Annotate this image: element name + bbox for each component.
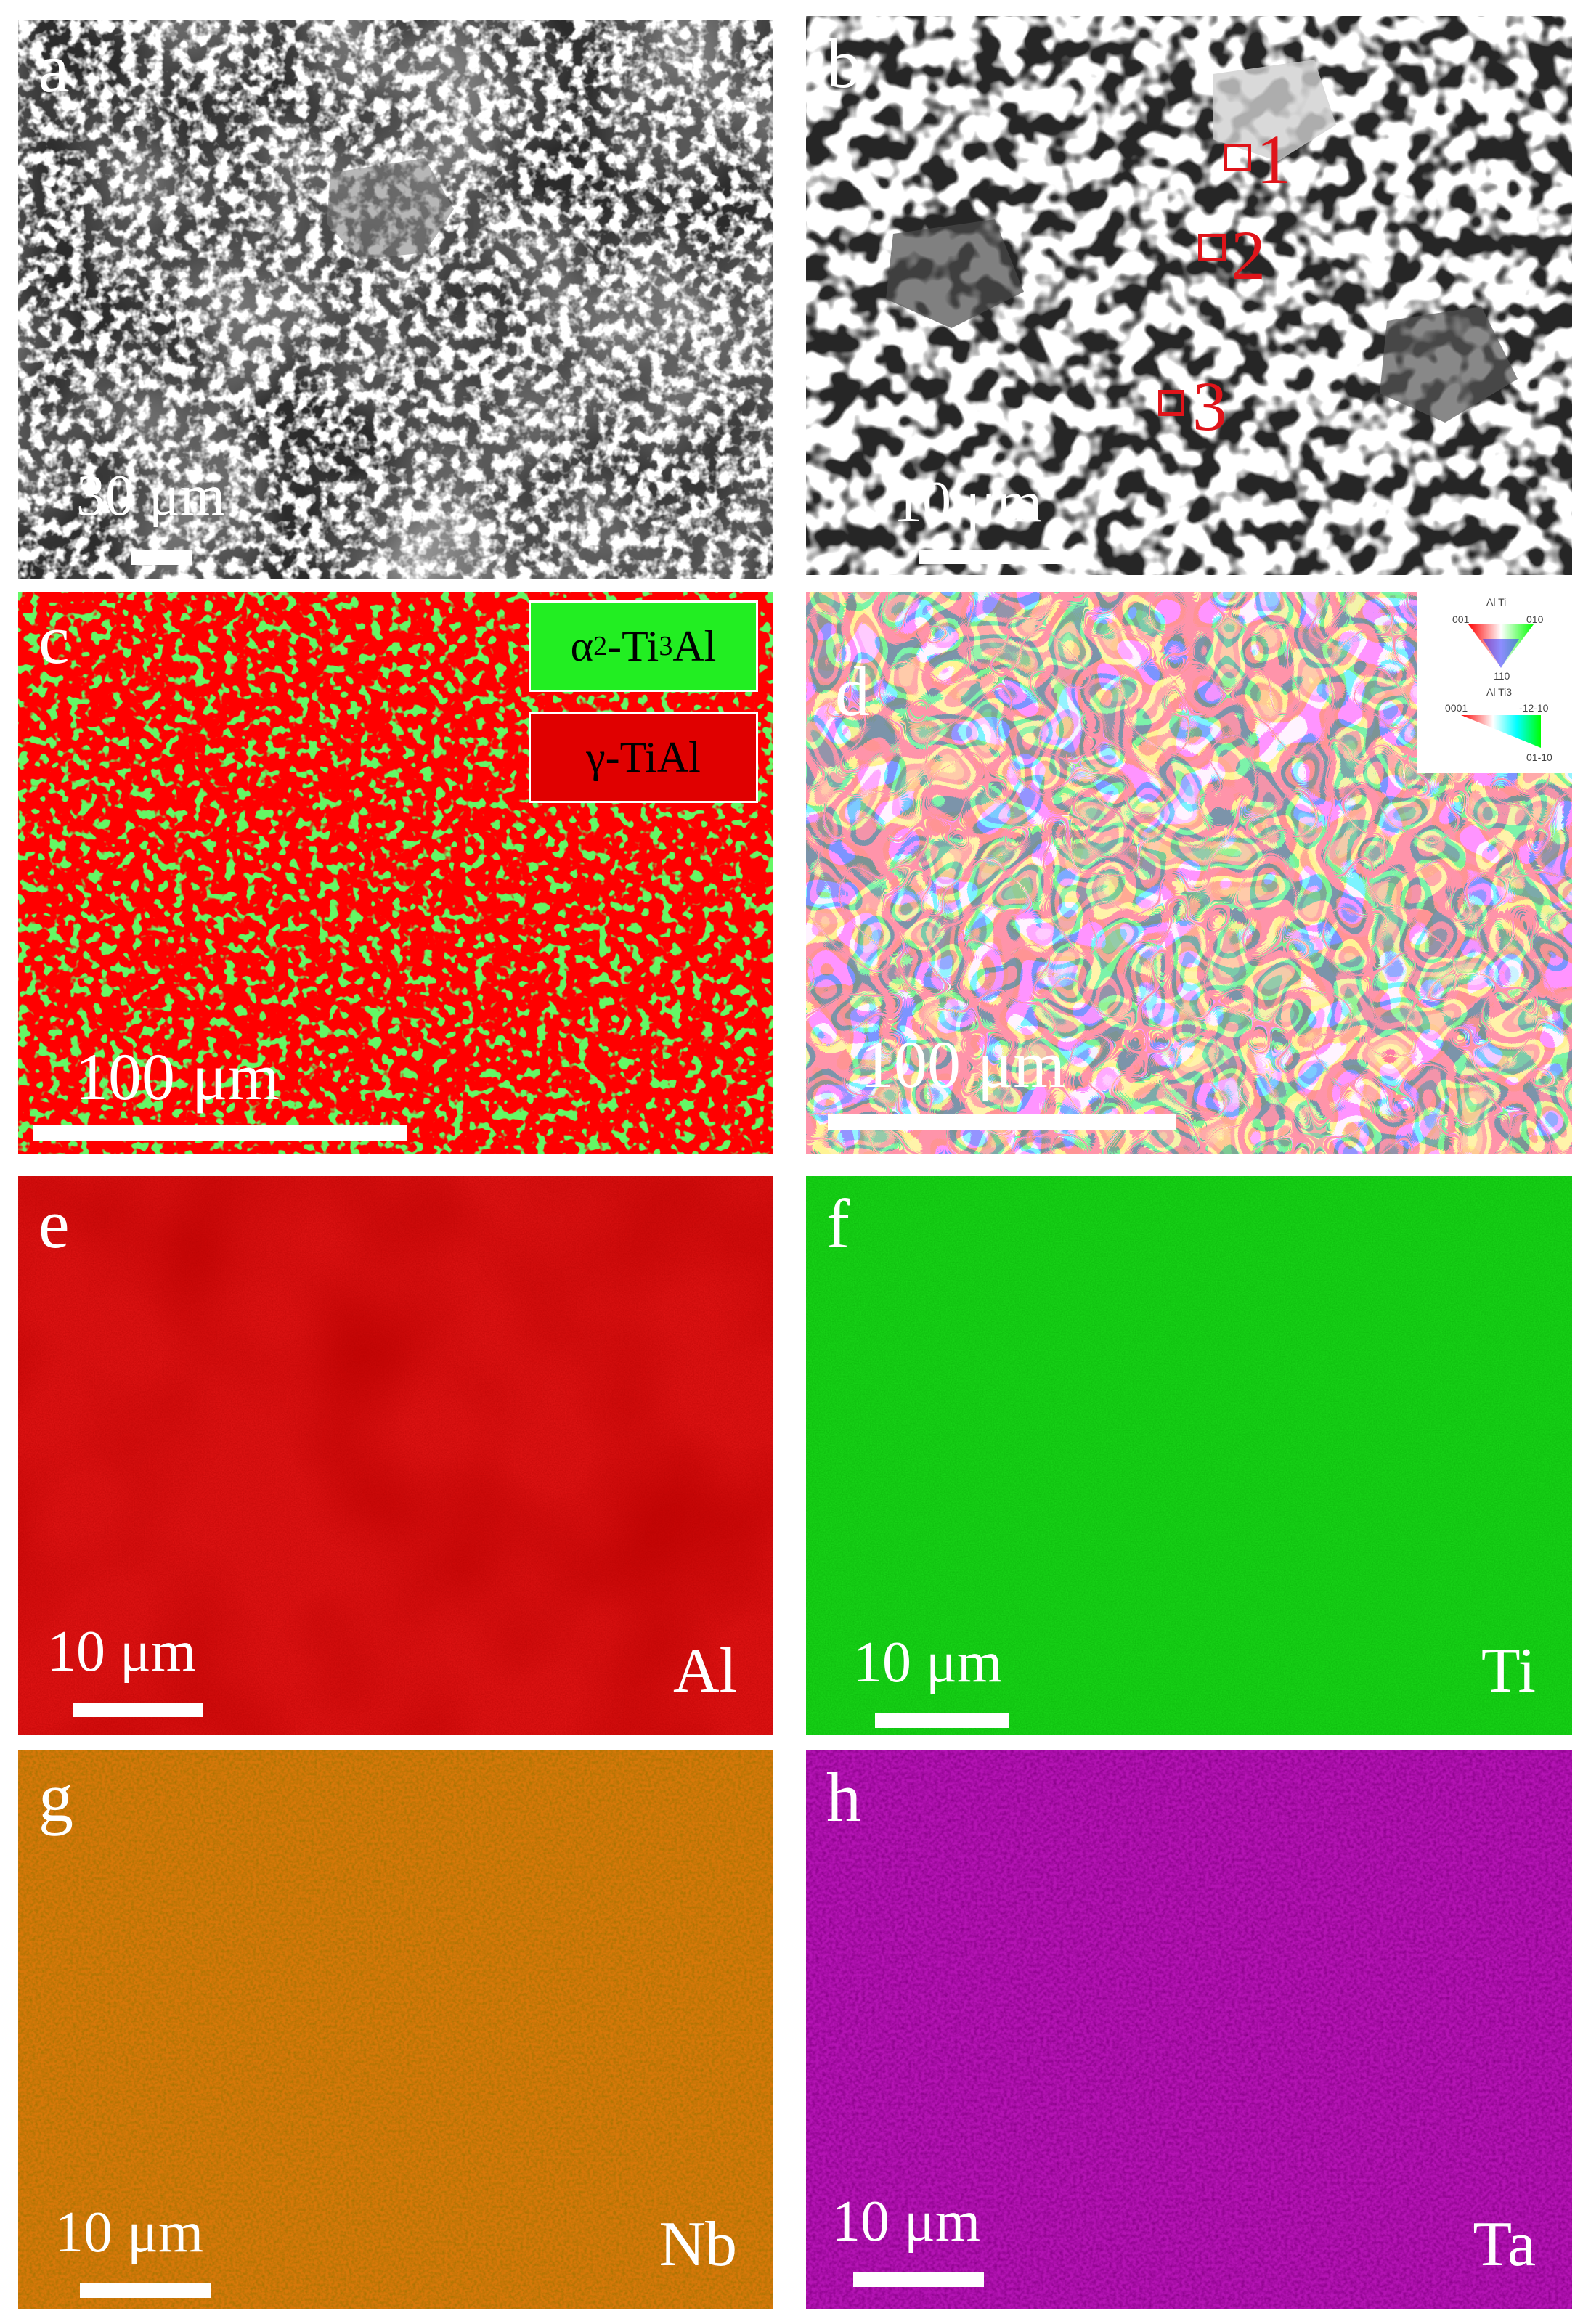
panel-label-b: b xyxy=(826,25,861,102)
ipf-label-0110: 01-10 xyxy=(1526,751,1552,763)
marker-box-3 xyxy=(1158,390,1184,416)
element-label-ti: Ti xyxy=(1481,1636,1536,1706)
marker-box-2 xyxy=(1198,234,1226,261)
element-label-nb: Nb xyxy=(659,2209,737,2280)
ipf-title-alti3: Al Ti3 xyxy=(1486,686,1513,698)
marker-box-1 xyxy=(1224,144,1251,171)
eds-map-ta xyxy=(806,1750,1572,2309)
eds-map-nb xyxy=(18,1750,773,2309)
legend-alpha2-sub2: 3 xyxy=(659,631,673,661)
panel-a: a 30 μm xyxy=(18,20,773,579)
scale-bar-b xyxy=(919,550,1067,564)
scale-label-d: 100 μm xyxy=(860,1027,1065,1101)
ipf-triangle-2 xyxy=(1461,715,1541,748)
scale-bar-e xyxy=(73,1703,203,1717)
sem-image-b xyxy=(806,16,1572,575)
legend-alpha2-mid: -Ti xyxy=(607,622,659,670)
panel-label-d: d xyxy=(835,653,870,730)
panel-label-e: e xyxy=(38,1185,70,1263)
panel-label-c: c xyxy=(38,600,70,678)
ipf-label-001: 001 xyxy=(1452,613,1470,625)
ipf-title-alti: Al Ti xyxy=(1486,596,1507,608)
ipf-map-d xyxy=(806,592,1572,1154)
scale-label-g: 10 μm xyxy=(54,2201,204,2264)
ipf-legend: Al Ti 001 010 110 Al Ti3 0001 -12-10 01-… xyxy=(1417,592,1572,773)
marker-label-1: 1 xyxy=(1256,121,1291,198)
panel-label-g: g xyxy=(38,1758,73,1836)
element-label-al: Al xyxy=(673,1636,737,1706)
ipf-label-110: 110 xyxy=(1494,670,1510,682)
legend-alpha2: α 2 -Ti 3 Al xyxy=(529,600,758,692)
scale-bar-d xyxy=(828,1114,1176,1130)
scale-bar-a xyxy=(131,550,192,565)
panel-label-h: h xyxy=(826,1758,861,1836)
scale-label-c: 100 μm xyxy=(75,1040,280,1114)
panel-e: e 10 μm Al xyxy=(18,1176,773,1735)
panel-f: f 10 μm Ti xyxy=(806,1176,1572,1735)
panel-c: c α 2 -Ti 3 Al γ-TiAl 100 μm xyxy=(18,592,773,1154)
scale-label-e: 10 μm xyxy=(47,1620,197,1684)
scale-label-f: 10 μm xyxy=(853,1631,1003,1695)
scale-bar-f xyxy=(875,1713,1009,1728)
panel-h: h 10 μm Ta xyxy=(806,1750,1572,2309)
legend-alpha2-suffix: Al xyxy=(672,622,717,670)
scale-bar-c xyxy=(33,1125,407,1141)
scale-label-b: 10 μm xyxy=(893,470,1043,534)
element-label-ta: Ta xyxy=(1473,2209,1536,2280)
scale-bar-g xyxy=(80,2283,211,2298)
ipf-label-0001: 0001 xyxy=(1445,702,1468,714)
ipf-label-m1210: -12-10 xyxy=(1519,702,1549,714)
panel-label-a: a xyxy=(38,29,70,107)
ipf-label-010: 010 xyxy=(1526,613,1544,625)
marker-label-3: 3 xyxy=(1192,367,1227,445)
marker-label-2: 2 xyxy=(1231,216,1266,294)
legend-alpha2-prefix: α xyxy=(570,622,594,670)
panel-b: b 1 2 3 10 μm xyxy=(806,16,1572,575)
scale-label-a: 30 μm xyxy=(76,464,226,528)
eds-map-ti xyxy=(806,1176,1572,1735)
legend-gamma: γ-TiAl xyxy=(529,712,758,803)
ipf-triangle-1 xyxy=(1468,624,1534,668)
scale-label-h: 10 μm xyxy=(831,2190,981,2254)
sem-image-a xyxy=(18,20,773,579)
eds-map-al xyxy=(18,1176,773,1735)
scale-bar-h xyxy=(853,2272,984,2287)
panel-d: d Al Ti 001 010 110 Al Ti3 0001 -12-10 0… xyxy=(806,592,1572,1154)
legend-alpha2-sub1: 2 xyxy=(593,631,608,661)
panel-label-f: f xyxy=(826,1185,850,1263)
panel-g: g 10 μm Nb xyxy=(18,1750,773,2309)
